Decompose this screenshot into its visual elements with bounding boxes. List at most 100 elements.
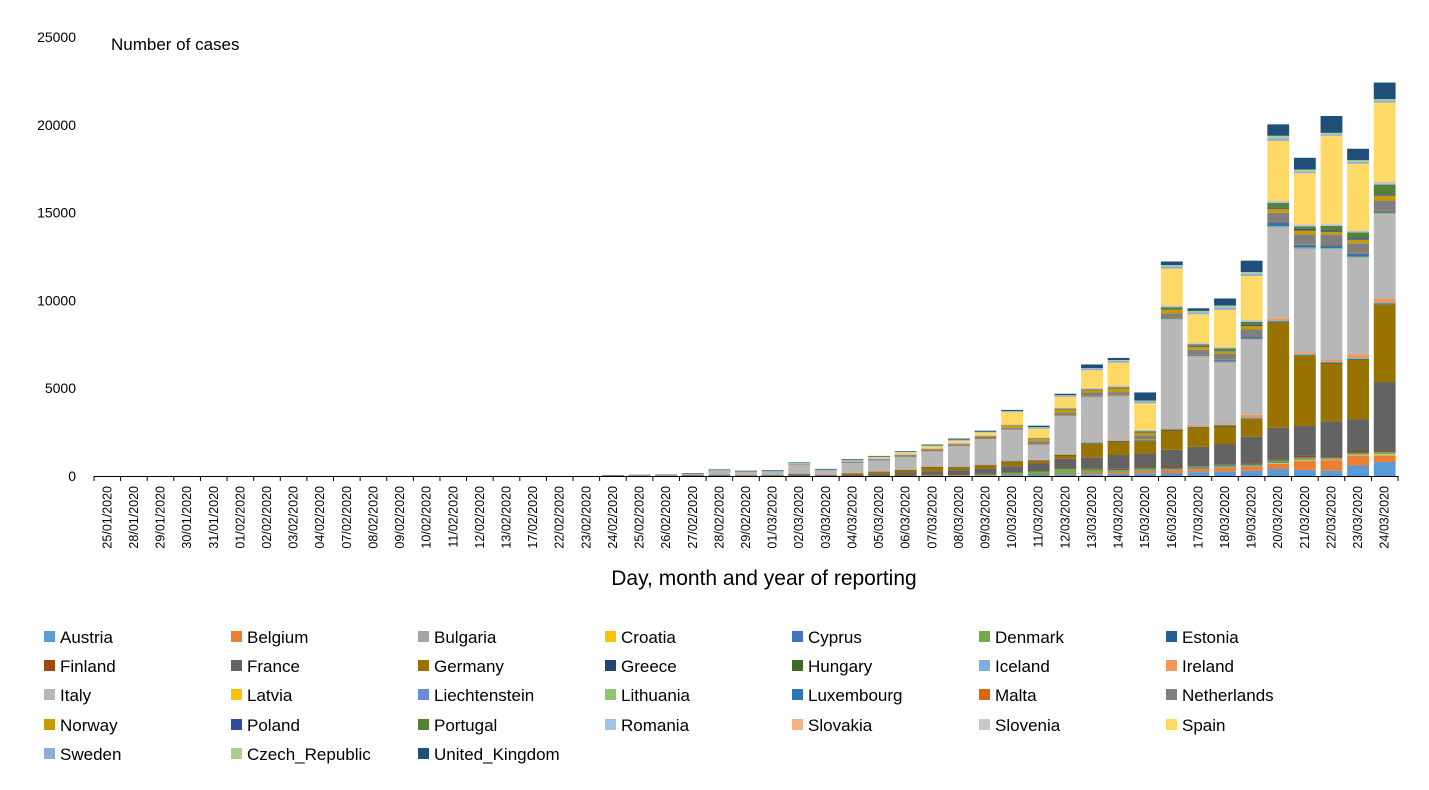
bar-segment	[788, 462, 811, 463]
legend-swatch	[979, 689, 990, 700]
bar-segment	[1267, 135, 1290, 139]
bar-segment	[1293, 469, 1316, 476]
bar-segment	[1267, 138, 1290, 141]
bar-segment	[1347, 160, 1369, 162]
legend-label: Hungary	[808, 657, 873, 676]
bar-segment	[1081, 368, 1103, 369]
legend-label: Ireland	[1182, 657, 1234, 676]
bar-segment	[1081, 457, 1103, 469]
bar-segment	[1240, 465, 1263, 467]
bar-segment	[1160, 313, 1183, 318]
bar-segment	[788, 462, 811, 464]
bar-segment	[1373, 194, 1396, 196]
bar-segment	[681, 473, 704, 474]
legend-swatch	[44, 719, 55, 730]
bar-segment	[1081, 443, 1103, 458]
bar-segment	[1187, 346, 1210, 350]
bar-segment	[1054, 454, 1077, 456]
bar-segment	[1267, 462, 1290, 464]
bar-segment	[1054, 467, 1077, 469]
bar-segment	[947, 470, 970, 475]
bar-segment	[1160, 429, 1183, 431]
bar-segment	[1373, 182, 1396, 184]
legend-swatch	[605, 719, 616, 730]
bar-segment	[1001, 474, 1024, 475]
legend-label: Austria	[60, 628, 113, 647]
bar-segment	[1187, 345, 1210, 347]
bar-segment	[681, 475, 704, 476]
bar-segment	[1267, 321, 1290, 322]
bar-segment	[1001, 475, 1024, 476]
bar-segment	[1027, 459, 1050, 461]
bar-segment	[1081, 396, 1103, 443]
bar-segment	[947, 439, 970, 441]
bar-segment	[1054, 407, 1077, 409]
bar-segment	[974, 436, 997, 439]
bar-segment	[1054, 454, 1077, 455]
legend-swatch	[44, 689, 55, 700]
bar-segment	[681, 473, 704, 476]
bar-segment	[1320, 362, 1343, 364]
bar-segment	[1160, 261, 1183, 266]
legend-swatch	[1166, 660, 1177, 671]
bar-segment	[1214, 464, 1236, 465]
bar-segment	[1347, 359, 1369, 360]
bar-segment	[1134, 438, 1157, 440]
legend-label: Estonia	[1182, 628, 1239, 647]
bar-segment	[814, 469, 837, 471]
bar-segment	[921, 467, 944, 472]
bar-segment	[1187, 354, 1210, 356]
bar-segment	[1347, 359, 1369, 420]
bar-segment	[1320, 225, 1343, 231]
bar-segment	[894, 469, 917, 470]
bar-segment	[1054, 472, 1077, 474]
x-tick-label: 23/02/2020	[579, 486, 593, 549]
legend-swatch	[979, 660, 990, 671]
bar-segment	[1081, 389, 1103, 390]
bar-segment	[868, 471, 890, 472]
legend-swatch	[44, 660, 55, 671]
bar-segment	[1347, 232, 1369, 239]
bar-segment	[1054, 415, 1077, 416]
legend-swatch	[418, 748, 429, 759]
bar-segment	[1267, 462, 1290, 463]
bar-segment	[1347, 257, 1369, 355]
x-tick-label: 24/03/2020	[1378, 486, 1392, 549]
bar-segment	[1214, 362, 1236, 424]
bar-segment	[1214, 426, 1236, 445]
bar-segment	[1293, 461, 1316, 470]
bar-segment	[1240, 319, 1263, 321]
bar-segment	[1107, 441, 1130, 455]
bar-segment	[655, 474, 678, 476]
y-axis: 0 5000 10000 15000 20000 25000	[37, 29, 76, 484]
bar-segment	[1027, 460, 1050, 461]
bar-segment	[1160, 309, 1183, 314]
bar-segment	[1134, 430, 1157, 432]
bar-segment	[1107, 360, 1130, 361]
y-tick-label: 25000	[37, 29, 76, 45]
legend-label: Iceland	[995, 657, 1050, 676]
bar-segment	[1320, 224, 1343, 226]
bar-segment	[1347, 465, 1369, 476]
bar-segment	[1240, 419, 1263, 437]
bar-segment	[1214, 466, 1236, 468]
bar-segment	[1320, 248, 1343, 249]
bar-segment	[1081, 368, 1103, 371]
legend-label: Slovenia	[995, 716, 1061, 735]
bar-segment	[1107, 388, 1130, 393]
bar-segment	[1240, 273, 1263, 276]
bar-segment	[1373, 200, 1396, 211]
bar-segment	[868, 457, 890, 459]
legend-swatch	[792, 689, 803, 700]
bar-segment	[761, 470, 784, 471]
bar-segment	[1240, 418, 1263, 420]
bar-segment	[628, 474, 651, 476]
bar-segment	[1293, 455, 1316, 458]
bar-segment	[841, 461, 864, 462]
legend-label: Sweden	[60, 745, 121, 764]
bar-segment	[1081, 443, 1103, 444]
x-tick-label: 11/03/2020	[1032, 486, 1046, 548]
legend-swatch	[231, 631, 242, 642]
bar-segment	[1107, 395, 1130, 440]
bar-segment	[1187, 349, 1210, 355]
